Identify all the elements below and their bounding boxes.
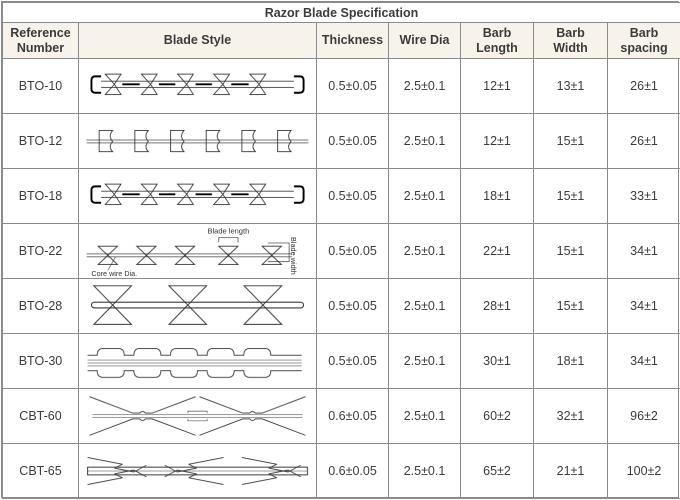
svg-text:Blade length: Blade length [207,227,249,236]
svg-text:Core wire Dia.: Core wire Dia. [91,269,137,278]
